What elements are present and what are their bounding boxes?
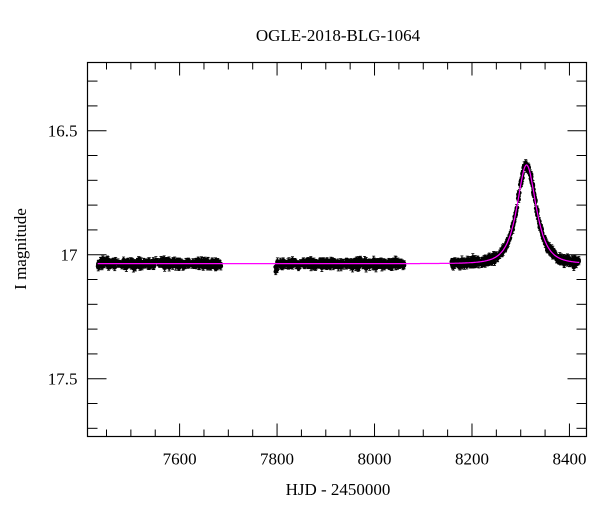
x-axis-label: HJD - 2450000 [286,480,391,499]
chart-title: OGLE-2018-BLG-1064 [256,26,421,45]
x-tick-label: 8400 [552,450,586,469]
y-tick-label: 17 [61,246,79,265]
y-tick-label: 17.5 [48,370,78,389]
x-tick-label: 8200 [455,450,489,469]
y-tick-label: 16.5 [48,122,78,141]
plot-frame [88,63,587,437]
x-tick-label: 7600 [163,450,197,469]
y-axis-label: I magnitude [11,208,30,290]
data-points [96,160,581,275]
x-tick-label: 7800 [260,450,294,469]
axis-ticks [88,63,587,437]
x-tick-label: 8000 [358,450,392,469]
